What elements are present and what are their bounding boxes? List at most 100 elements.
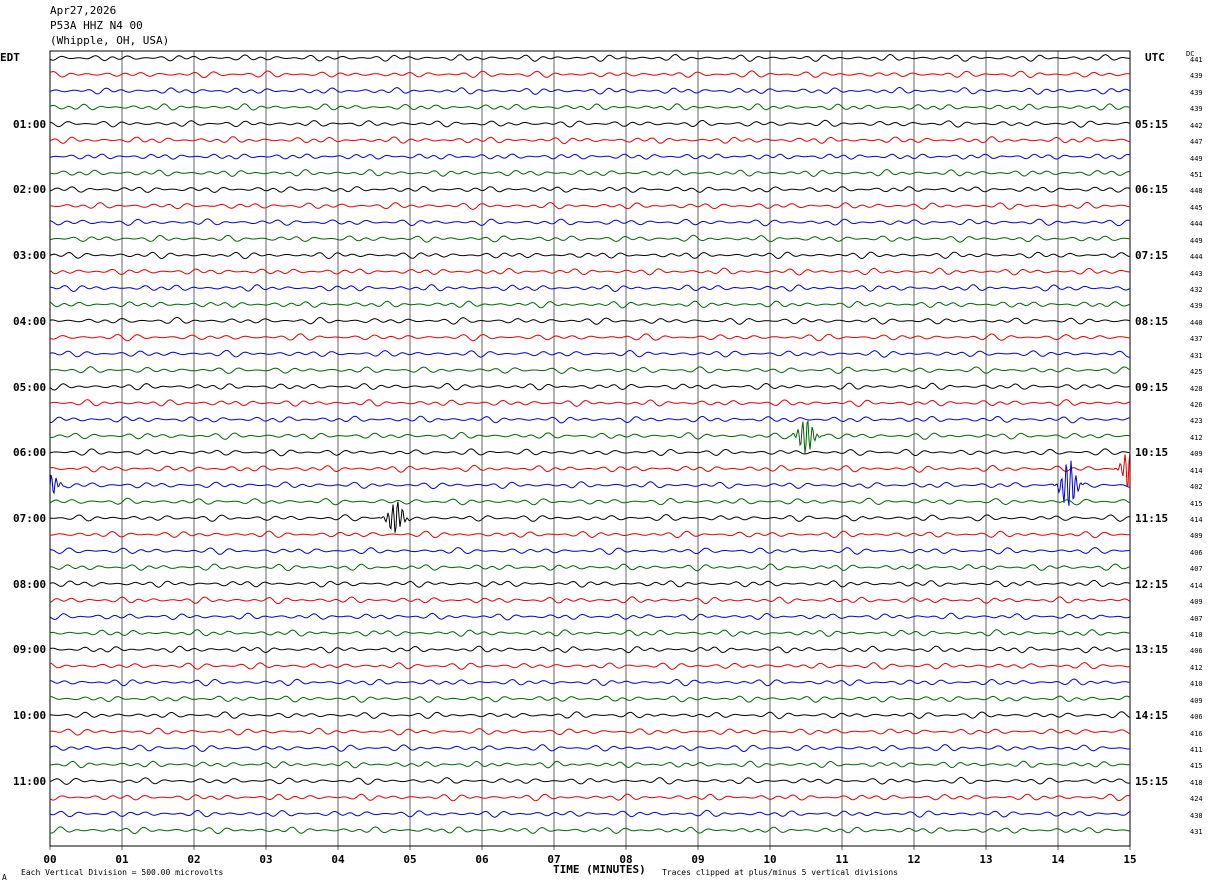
- seismic-trace: [49, 185, 1131, 193]
- dc-offset-label: 414: [1190, 581, 1203, 590]
- utc-hour-label: 06:15: [1135, 183, 1169, 197]
- dc-title: DC: [1186, 50, 1195, 58]
- dc-offset-label: 416: [1190, 729, 1203, 738]
- dc-offset-label: 431: [1190, 828, 1203, 837]
- seismic-trace: [49, 501, 1131, 533]
- utc-hour-label: 14:15: [1135, 709, 1169, 723]
- edt-hour-label: 04:00: [13, 314, 47, 328]
- dc-offset-label: 409: [1190, 450, 1203, 459]
- dc-offset-label: 407: [1190, 614, 1203, 623]
- seismic-trace: [49, 460, 1131, 506]
- seismic-trace: [49, 119, 1131, 128]
- dc-offset-label: 410: [1190, 631, 1203, 640]
- x-tick-label: 05: [403, 853, 417, 866]
- dc-offset-label: 432: [1190, 286, 1203, 295]
- seismic-trace: [49, 136, 1131, 145]
- header-date: Apr27,2026: [50, 4, 117, 17]
- seismic-trace: [49, 316, 1131, 325]
- right-axis-title: UTC: [1145, 51, 1165, 64]
- dc-offset-label: 412: [1190, 663, 1203, 672]
- dc-offset-label: 442: [1190, 121, 1203, 130]
- seismic-trace: [49, 695, 1131, 703]
- utc-hour-label: 08:15: [1135, 314, 1169, 328]
- time-grid: [49, 50, 1131, 850]
- utc-hour-label: 07:15: [1135, 249, 1169, 263]
- dc-offset-label: 439: [1190, 88, 1203, 97]
- dc-offset-label: 439: [1190, 105, 1203, 114]
- edt-hour-label: 11:00: [13, 774, 47, 788]
- edt-hour-label: 10:00: [13, 709, 47, 723]
- x-tick-label: 15: [1123, 853, 1137, 866]
- dc-offset-label: 426: [1190, 401, 1203, 410]
- dc-offset-label: 439: [1190, 302, 1203, 311]
- x-tick-label: 14: [1051, 853, 1065, 866]
- dc-offset-label: 406: [1190, 713, 1203, 722]
- header-station: P53A HHZ N4 00: [50, 19, 143, 32]
- dc-offset-label: 440: [1190, 318, 1203, 327]
- seismic-trace: [49, 399, 1131, 407]
- dc-offset-label: 409: [1190, 598, 1203, 607]
- seismic-trace: [49, 547, 1131, 555]
- dc-offset-label: 415: [1190, 499, 1203, 508]
- seismic-trace: [49, 419, 1131, 454]
- dc-offset-label: 414: [1190, 516, 1203, 525]
- seismic-trace: [49, 251, 1130, 260]
- dc-offset-label: 409: [1190, 696, 1203, 705]
- seismic-trace: [49, 629, 1131, 637]
- edt-hour-label: 08:00: [13, 577, 47, 591]
- clip-note: Traces clipped at plus/minus 5 vertical …: [662, 868, 899, 877]
- seismic-trace: [49, 153, 1131, 160]
- edt-hour-label: 03:00: [13, 249, 47, 263]
- dc-offset-label: 414: [1190, 466, 1203, 475]
- seismic-trace: [50, 563, 1131, 572]
- left-axis-title: EDT: [0, 51, 20, 64]
- dc-offset-label: 425: [1190, 368, 1203, 377]
- dc-offset-label: 451: [1190, 171, 1203, 179]
- seismic-trace: [50, 415, 1131, 424]
- dc-offset-label: 441: [1190, 56, 1203, 64]
- seismic-trace: [49, 450, 1131, 487]
- dc-offset-label: 444: [1190, 220, 1203, 229]
- x-tick-label: 02: [187, 853, 201, 866]
- seismic-trace: [49, 234, 1131, 243]
- x-tick-label: 07: [547, 853, 561, 866]
- x-tick-label: 01: [115, 853, 129, 866]
- seismic-trace: [49, 53, 1131, 62]
- x-axis-title: TIME (MINUTES): [553, 863, 646, 876]
- seismic-trace: [49, 645, 1131, 654]
- dc-offset-label: 409: [1190, 532, 1203, 541]
- dc-offset-label: 406: [1190, 548, 1203, 557]
- dc-offset-label: 439: [1190, 72, 1203, 81]
- header-location: (Whipple, OH, USA): [50, 34, 170, 47]
- seismic-trace: [49, 103, 1131, 111]
- seismic-trace: [49, 87, 1131, 95]
- seismic-trace: [49, 760, 1131, 769]
- seismic-trace: [49, 727, 1131, 736]
- seismic-trace: [49, 366, 1131, 375]
- corner-mark: A: [2, 873, 7, 882]
- seismic-trace: [49, 744, 1131, 753]
- seismic-trace: [49, 169, 1131, 177]
- dc-offset-label: 431: [1190, 351, 1203, 360]
- utc-hour-label: 13:15: [1135, 643, 1169, 657]
- edt-hour-label: 09:00: [13, 643, 47, 657]
- dc-offset-label: 443: [1190, 269, 1203, 278]
- seismic-trace: [49, 596, 1131, 605]
- x-tick-label: 10: [763, 853, 777, 866]
- scale-note: Each Vertical Division = 500.00 microvol…: [21, 868, 224, 877]
- seismic-trace: [49, 776, 1131, 785]
- utc-hour-label: 12:15: [1135, 577, 1169, 591]
- utc-hour-label: 11:15: [1135, 512, 1169, 526]
- dc-offset-label: 444: [1190, 253, 1203, 262]
- seismic-trace: [49, 218, 1131, 227]
- seismic-trace: [49, 382, 1131, 391]
- seismic-trace: [49, 300, 1131, 309]
- edt-hour-label: 02:00: [13, 183, 47, 197]
- utc-hour-label: 09:15: [1135, 380, 1169, 394]
- seismic-trace: [49, 612, 1131, 621]
- utc-hour-label: 05:15: [1135, 117, 1169, 131]
- seismic-trace: [50, 530, 1130, 539]
- dc-offset-label: 402: [1190, 483, 1203, 492]
- dc-offset-label: 407: [1190, 565, 1203, 574]
